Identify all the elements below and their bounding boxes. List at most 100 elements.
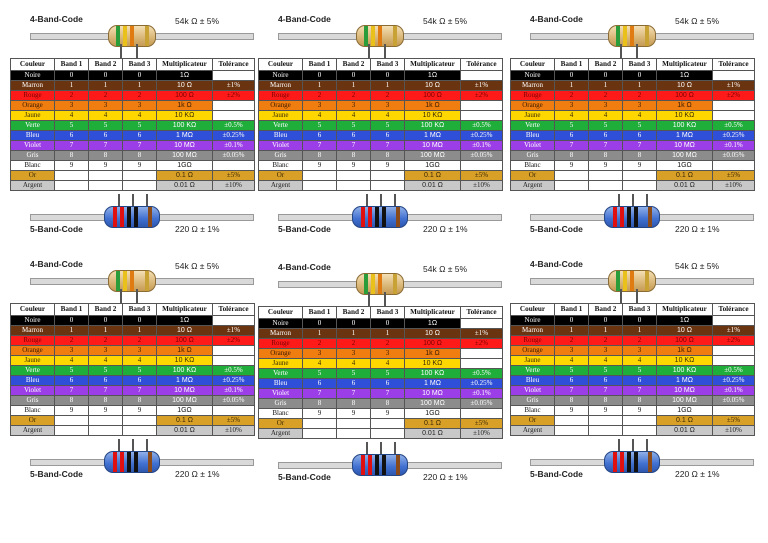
column-header: Band 3 <box>122 58 157 71</box>
color-name-cell: Orange <box>10 100 55 111</box>
table-cell: ±0.5% <box>712 365 755 376</box>
color-name-cell: Verte <box>258 368 303 379</box>
table-cell <box>122 170 157 181</box>
table-cell: 0 <box>336 70 371 81</box>
table-cell: 10 KΩ <box>656 355 713 366</box>
table-cell <box>622 415 657 426</box>
color-name-cell: Rouge <box>510 90 555 101</box>
table-cell: 7 <box>302 388 337 399</box>
table-row: Bleu 6 6 6 1 MΩ ±0.25% <box>10 375 255 386</box>
column-header: Tolérance <box>212 58 255 71</box>
table-row: Blanc 9 9 9 1GΩ <box>258 408 503 419</box>
table-cell: 1 MΩ <box>656 375 713 386</box>
table-cell: 3 <box>54 100 89 111</box>
table-cell: 3 <box>88 100 123 111</box>
table-cell: 4 <box>370 110 405 121</box>
table-cell: 0 <box>122 70 157 81</box>
table-cell: 2 <box>88 90 123 101</box>
table-cell: 8 <box>622 395 657 406</box>
table-cell: 10 Ω <box>156 325 213 336</box>
color-name-cell: Jaune <box>510 355 555 366</box>
table-cell: ±1% <box>460 328 503 339</box>
color-name-cell: Bleu <box>10 130 55 141</box>
table-cell: 6 <box>54 130 89 141</box>
table-cell: 1 MΩ <box>404 378 461 389</box>
color-name-cell: Verte <box>10 365 55 376</box>
table-cell: ±0.1% <box>212 140 255 151</box>
five-band-value: 220 Ω ± 1% <box>675 224 720 234</box>
color-band <box>145 271 149 291</box>
table-cell: ±0.25% <box>712 375 755 386</box>
table-cell: 5 <box>622 120 657 131</box>
table-cell: 8 <box>88 150 123 161</box>
column-header: Band 1 <box>302 306 337 319</box>
table-cell: 1 <box>588 80 623 91</box>
table-cell: 4 <box>88 110 123 121</box>
table-cell: 7 <box>554 385 589 396</box>
table-row: Verte 5 5 5 100 KΩ ±0.5% <box>258 120 503 131</box>
four-band-value: 54k Ω ± 5% <box>423 264 468 274</box>
table-cell: 7 <box>88 385 123 396</box>
table-row: Orange 3 3 3 1k Ω <box>510 100 755 111</box>
color-name-cell: Noire <box>10 315 55 326</box>
color-name-cell: Verte <box>510 365 555 376</box>
table-cell: 0 <box>554 70 589 81</box>
table-cell: 3 <box>54 345 89 356</box>
column-header: Band 3 <box>622 303 657 316</box>
table-cell: 10 KΩ <box>404 358 461 369</box>
color-name-cell: Bleu <box>510 130 555 141</box>
five-band-value: 220 Ω ± 1% <box>423 224 468 234</box>
table-cell: 100 KΩ <box>656 120 713 131</box>
color-name-cell: Marron <box>510 80 555 91</box>
table-row: Marron 1 1 1 10 Ω ±1% <box>258 80 503 91</box>
table-cell: 4 <box>54 110 89 121</box>
table-cell: 0 <box>622 70 657 81</box>
color-name-cell: Violet <box>10 385 55 396</box>
table-cell <box>302 180 337 191</box>
table-cell: 1 MΩ <box>156 375 213 386</box>
table-cell: 8 <box>302 398 337 409</box>
table-row: Jaune 4 4 4 10 KΩ <box>258 110 503 121</box>
column-header: Band 1 <box>554 58 589 71</box>
table-cell <box>712 70 755 81</box>
table-cell: 10 Ω <box>656 80 713 91</box>
table-cell: 6 <box>622 375 657 386</box>
table-cell: 7 <box>122 140 157 151</box>
table-row: Marron 1 1 1 10 Ω ±1% <box>10 325 255 336</box>
table-cell: 4 <box>302 358 337 369</box>
column-header: Band 1 <box>54 303 89 316</box>
table-cell: 2 <box>302 338 337 349</box>
table-cell: 5 <box>88 365 123 376</box>
column-header: Band 2 <box>588 303 623 316</box>
table-cell: 7 <box>54 140 89 151</box>
table-cell: 1 <box>336 80 371 91</box>
table-cell: 0.1 Ω <box>404 170 461 181</box>
color-name-cell: Jaune <box>258 358 303 369</box>
column-header: Couleur <box>10 58 55 71</box>
table-cell: 3 <box>588 100 623 111</box>
table-cell: 3 <box>302 348 337 359</box>
table-cell <box>370 418 405 429</box>
table-cell: 6 <box>554 375 589 386</box>
table-cell <box>588 180 623 191</box>
table-cell: 4 <box>122 355 157 366</box>
table-cell: ±0.1% <box>460 388 503 399</box>
table-cell: 7 <box>336 140 371 151</box>
table-cell: 0 <box>54 315 89 326</box>
table-cell: ±2% <box>712 335 755 346</box>
color-band <box>113 207 117 227</box>
table-cell: 9 <box>554 160 589 171</box>
color-band <box>364 26 368 46</box>
color-band <box>130 271 134 291</box>
column-header: Couleur <box>258 58 303 71</box>
table-cell <box>460 70 503 81</box>
table-cell <box>336 180 371 191</box>
table-cell: 5 <box>588 365 623 376</box>
table-cell: 10 KΩ <box>156 355 213 366</box>
four-band-resistor-icon <box>608 270 656 292</box>
color-name-cell: Jaune <box>10 355 55 366</box>
table-cell: 1GΩ <box>656 405 713 416</box>
color-name-cell: Or <box>10 170 55 181</box>
table-cell: 2 <box>554 90 589 101</box>
table-cell: 9 <box>54 160 89 171</box>
